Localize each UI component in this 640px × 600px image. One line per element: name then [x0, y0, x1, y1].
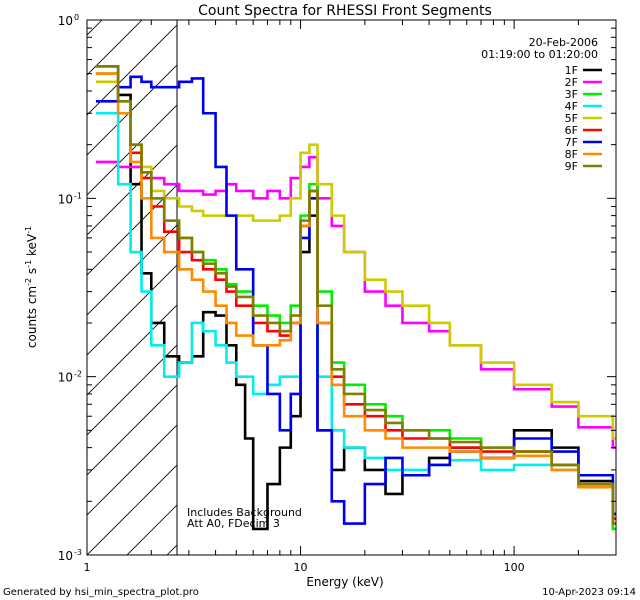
y-tick-label: 10: [58, 371, 73, 385]
legend-date: 20-Feb-2006: [529, 36, 598, 49]
y-tick-label: 10: [58, 14, 73, 28]
hatch-line: [87, 384, 177, 476]
annotation-background: Includes Background: [187, 506, 302, 519]
legend-label-6f: 6F: [565, 124, 578, 137]
y-tick-exponent: -3: [74, 548, 82, 557]
legend-label-2f: 2F: [565, 76, 578, 89]
series-line-9f: [95, 65, 616, 525]
y-tick-label: 10: [58, 192, 73, 206]
plot-frame: [86, 19, 617, 556]
legend-label-9f: 9F: [565, 160, 578, 173]
x-tick-label: 1: [84, 561, 91, 574]
legend-label-1f: 1F: [565, 64, 578, 77]
footer-generated-by: Generated by hsi_min_spectra_plot.pro: [3, 587, 199, 598]
hatched-region: [87, 20, 177, 555]
series-line-5f: [95, 80, 616, 440]
hatch-line: [87, 24, 177, 116]
y-axis-label: counts cm-2 s-1 keV-1: [24, 226, 39, 348]
legend-label-7f: 7F: [565, 136, 578, 149]
chart-title: Count Spectra for RHESSI Front Segments: [198, 3, 492, 19]
legend-time-range: 01:19:00 to 01:20:00: [481, 48, 598, 61]
x-tick-label: 10: [294, 561, 308, 574]
hatch-line: [87, 424, 177, 516]
y-tick-label: 10: [58, 549, 73, 563]
legend-label-5f: 5F: [565, 112, 578, 125]
series-group: [95, 65, 616, 531]
annotation-attenuator: Att A0, FDecim 3: [187, 517, 280, 530]
hatch-line: [87, 224, 177, 316]
legend-label-3f: 3F: [565, 88, 578, 101]
hatch-line: [87, 20, 143, 76]
legend-label-4f: 4F: [565, 100, 578, 113]
hatch-line: [87, 184, 177, 276]
y-tick-exponent: 0: [74, 13, 79, 22]
axis-ticks: [86, 19, 617, 556]
y-tick-exponent: -1: [74, 191, 82, 200]
series-line-8f: [95, 72, 616, 525]
x-axis-label: Energy (keV): [306, 575, 383, 589]
series-line-4f: [95, 111, 616, 516]
x-tick-label: 100: [504, 561, 525, 574]
footer-timestamp: 10-Apr-2023 09:14: [542, 587, 636, 598]
y-tick-exponent: -2: [74, 370, 82, 379]
legend-label-8f: 8F: [565, 148, 578, 161]
